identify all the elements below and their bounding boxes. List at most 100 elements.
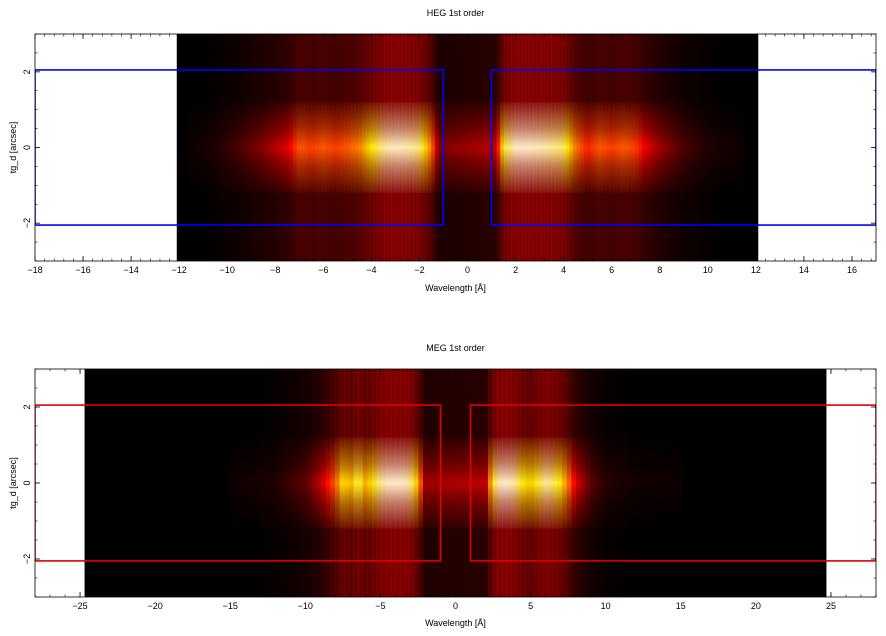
spectrum-column	[601, 102, 607, 193]
spectrum-column	[446, 437, 452, 529]
spectrum-column	[198, 102, 203, 193]
spectrum-column	[678, 102, 683, 193]
spectrum-column	[671, 102, 676, 193]
spectrum-column	[667, 102, 672, 193]
x-tick-label: 16	[847, 265, 857, 275]
spectrum-band	[187, 102, 745, 193]
spectrum-column	[423, 437, 429, 529]
spectrum-column	[659, 437, 665, 529]
spectrum-column	[620, 102, 625, 193]
spectrum-column	[474, 102, 480, 193]
spectrum-column	[263, 102, 269, 193]
spectrum-column	[497, 437, 503, 529]
spectrum-column	[339, 437, 345, 529]
spectrum-column	[362, 437, 369, 529]
y-tick-label: 0	[22, 480, 32, 485]
spectrum-column	[311, 437, 317, 529]
spectrum-column	[664, 437, 670, 529]
spectrum-column	[209, 102, 214, 193]
spectrum-column	[394, 102, 400, 193]
spectrum-column	[650, 437, 656, 529]
spectrum-column	[316, 437, 322, 529]
spectrum-column	[525, 102, 530, 193]
spectrum-column	[623, 102, 629, 193]
spectrum-column	[707, 102, 712, 193]
x-axis: −18 −16 −14 −12 −10 −8 −6 −4 −2 0 2 4 6 8 10 12 14 16	[27, 34, 872, 275]
spectrum-column	[311, 102, 316, 193]
spectrum-column	[256, 102, 261, 193]
spectrum-column	[656, 102, 661, 193]
spectrum-column	[376, 437, 382, 529]
spectrum-column	[334, 437, 341, 529]
spectrum-column	[358, 102, 363, 193]
spectrum-column	[405, 102, 410, 193]
y-tick-label: −2	[22, 554, 32, 564]
x-tick-label: 6	[609, 265, 614, 275]
spectrum-column	[471, 102, 476, 193]
spectrum-column	[325, 437, 331, 529]
spectrum-column	[467, 102, 472, 193]
spectrum-column	[325, 102, 331, 193]
plot-area	[35, 34, 876, 261]
spectrum-column	[492, 102, 498, 193]
spectrum-column	[700, 102, 705, 193]
spectrum-column	[609, 102, 614, 193]
spectrum-column	[591, 102, 596, 193]
spectrum-column	[270, 437, 276, 529]
spectrum-column	[224, 102, 229, 193]
spectrum-column	[333, 102, 338, 193]
spectrum-column	[515, 437, 522, 529]
spectrum-column	[340, 102, 345, 193]
spectrum-column	[725, 102, 730, 193]
spectrum-column	[520, 437, 526, 529]
spectrum-column	[612, 102, 618, 193]
spectrum-column	[645, 437, 651, 529]
spectrum-column	[456, 102, 461, 193]
chart-title: HEG 1st order	[427, 8, 485, 18]
y-tick-label: 0	[22, 145, 32, 150]
spectrum-column	[431, 102, 436, 193]
x-tick-label: 0	[453, 601, 458, 611]
spectrum-column	[296, 102, 301, 193]
spectrum-column	[322, 102, 327, 193]
spectrum-column	[585, 437, 591, 529]
spectrum-column	[418, 437, 424, 529]
spectrum-column	[205, 102, 211, 193]
y-tick-label: −2	[22, 218, 32, 228]
y-axis: −2 0 2	[22, 33, 876, 262]
x-tick-label: −20	[148, 601, 163, 611]
spectrum-column	[390, 437, 396, 529]
spectrum-column	[402, 102, 407, 193]
x-tick-label: −10	[298, 601, 313, 611]
spectrum-column	[279, 437, 285, 529]
spectrum-column	[460, 437, 466, 529]
spectrum-column	[256, 437, 262, 529]
spectrum-column	[238, 102, 243, 193]
spectrum-column	[427, 437, 433, 529]
spectrum-column	[260, 437, 266, 529]
spectrum-column	[460, 102, 465, 193]
spectrum-column	[569, 102, 574, 193]
spectrum-column	[689, 102, 694, 193]
spectrum-column	[391, 102, 396, 193]
x-tick-label: 12	[751, 265, 761, 275]
spectrum-column	[452, 102, 458, 193]
spectrum-column	[278, 102, 283, 193]
spectrum-column	[307, 437, 313, 529]
spectrum-column	[231, 102, 236, 193]
spectrum-column	[336, 102, 341, 193]
x-axis-label: Wavelength [Å]	[425, 618, 486, 628]
spectrum-column	[434, 102, 440, 193]
spectrum-column	[487, 437, 494, 529]
spectrum-column	[227, 102, 232, 193]
spectrum-column	[344, 437, 350, 529]
spectrum-column	[540, 102, 545, 193]
spectrum-column	[265, 437, 271, 529]
spectrum-column	[297, 437, 304, 529]
spectrum-column	[380, 102, 385, 193]
spectrum-column	[237, 437, 243, 529]
spectrum-column	[274, 437, 280, 529]
spectrum-column	[449, 102, 454, 193]
spectrum-column	[321, 437, 327, 529]
